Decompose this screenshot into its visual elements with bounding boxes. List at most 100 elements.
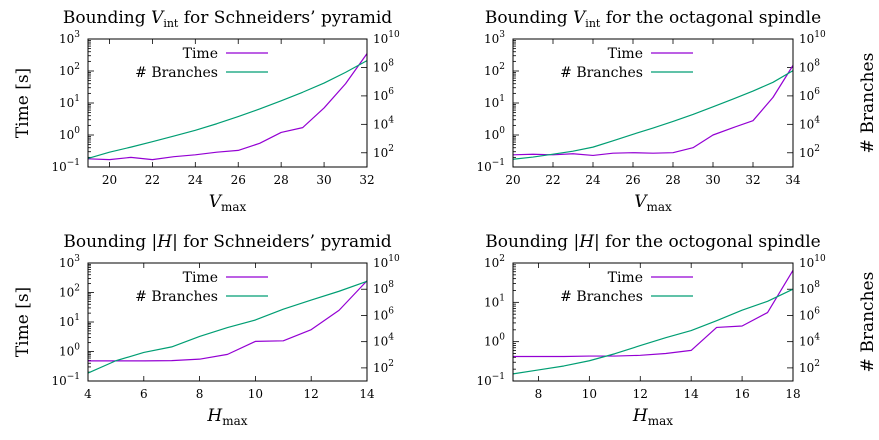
legend-label: # Branches — [560, 65, 643, 81]
x-tick-label: 16 — [734, 387, 749, 401]
series-line-branches — [87, 280, 368, 374]
chart-title: Bounding |H| for Schneiders’ pyramid — [63, 232, 391, 252]
y2-tick-label: 102 — [373, 144, 394, 160]
y-tick-label: 101 — [59, 94, 80, 110]
y-tick-label: 101 — [484, 293, 505, 309]
x-tick-label: 24 — [188, 173, 204, 187]
y2-tick-label: 104 — [373, 115, 394, 131]
series-line-branches — [87, 60, 368, 160]
x-tick-label: 22 — [145, 173, 160, 187]
y-axis-label: Time [s] — [13, 68, 33, 138]
y2-tick-label: 104 — [799, 333, 820, 349]
x-axis-label: Hmax — [206, 406, 247, 428]
y2-tick-label: 106 — [799, 87, 820, 103]
plot-frame — [87, 262, 368, 382]
y2-tick-label: 102 — [373, 359, 394, 375]
x-axis-label: Vmax — [209, 192, 247, 214]
x-tick-label: 12 — [633, 387, 648, 401]
y2-axis-label: # Branches — [858, 272, 878, 373]
y-tick-label: 103 — [59, 254, 80, 270]
plot-frame — [87, 38, 368, 168]
chart-title: Bounding |H| for the octogonal spindle — [485, 232, 820, 252]
chart-panel-2: Bounding Vint for the octagonal spindle 2… — [476, 8, 878, 214]
y2-tick-label: 104 — [799, 115, 820, 131]
y-tick-label: 100 — [59, 126, 80, 142]
y2-tick-label: 108 — [799, 280, 820, 296]
y2-tick-label: 1010 — [373, 30, 400, 46]
x-tick-label: 32 — [745, 173, 760, 187]
x-tick-label: 26 — [625, 173, 640, 187]
y-tick-label: 10−1 — [51, 372, 80, 388]
y2-axis-label: # Branches — [858, 53, 878, 154]
x-tick-label: 8 — [196, 387, 204, 401]
y-tick-label: 102 — [59, 284, 80, 300]
x-tick-label: 10 — [582, 387, 597, 401]
chart-title: Bounding Vint for the octagonal spindle — [485, 8, 821, 30]
series-line-time — [88, 280, 368, 362]
y2-tick-label: 108 — [373, 280, 394, 296]
series-line-time — [513, 270, 794, 358]
y2-tick-label: 1010 — [799, 254, 826, 270]
x-tick-label: 20 — [505, 173, 520, 187]
chart-panel-1: Bounding Vint for Schneiders’ pyramid 20 2… — [13, 8, 400, 214]
y-tick-label: 100 — [484, 126, 505, 142]
x-tick-label: 14 — [359, 387, 375, 401]
chart-panel-4: Bounding |H| for the octogonal spindle 8 1… — [476, 232, 878, 428]
x-tick-label: 34 — [785, 173, 801, 187]
series-line-time — [87, 53, 368, 161]
x-axis-label: Hmax — [632, 406, 673, 428]
x-tick-label: 24 — [585, 173, 601, 187]
y-tick-label: 10−1 — [51, 158, 80, 174]
chart-title: Bounding Vint for Schneiders’ pyramid — [63, 8, 392, 30]
x-tick-label: 30 — [316, 173, 331, 187]
y2-tick-label: 1010 — [373, 254, 400, 270]
x-tick-label: 28 — [665, 173, 680, 187]
x-tick-label: 10 — [248, 387, 263, 401]
y-tick-label: 101 — [484, 94, 505, 110]
y-tick-label: 100 — [484, 333, 505, 349]
x-tick-label: 6 — [140, 387, 148, 401]
y2-tick-label: 108 — [373, 58, 394, 74]
legend-label: # Branches — [560, 289, 643, 305]
legend-label: # Branches — [135, 289, 218, 305]
y2-tick-label: 102 — [799, 359, 820, 375]
y2-tick-label: 104 — [373, 333, 394, 349]
x-tick-label: 14 — [684, 387, 700, 401]
y-tick-label: 102 — [484, 62, 505, 78]
y-tick-label: 102 — [59, 62, 80, 78]
chart-panel-3: Bounding |H| for Schneiders’ pyramid 4 6 8 1… — [13, 232, 400, 428]
series-line-branches — [512, 288, 794, 375]
y-tick-label: 103 — [484, 30, 505, 46]
y-tick-label: 101 — [59, 313, 80, 329]
x-tick-label: 32 — [359, 173, 374, 187]
y-axis-label: Time [s] — [13, 287, 33, 357]
legend-label: Time — [183, 270, 218, 286]
y2-tick-label: 106 — [373, 306, 394, 322]
legend-label: # Branches — [135, 65, 218, 81]
plot-frame — [512, 38, 794, 168]
x-tick-label: 30 — [705, 173, 720, 187]
y2-tick-label: 106 — [799, 306, 820, 322]
y-tick-label: 10−1 — [476, 158, 505, 174]
y2-tick-label: 108 — [799, 58, 820, 74]
y-tick-label: 102 — [484, 254, 505, 270]
x-tick-label: 28 — [274, 173, 289, 187]
x-tick-label: 22 — [545, 173, 560, 187]
y2-tick-label: 1010 — [799, 30, 826, 46]
y-tick-label: 10−1 — [476, 372, 505, 388]
y2-tick-label: 102 — [799, 144, 820, 160]
legend-label: Time — [183, 46, 218, 62]
x-tick-label: 4 — [84, 387, 92, 401]
x-tick-label: 26 — [231, 173, 246, 187]
y-tick-label: 103 — [59, 30, 80, 46]
y2-tick-label: 106 — [373, 87, 394, 103]
plot-frame — [512, 262, 794, 382]
x-tick-label: 12 — [304, 387, 319, 401]
legend-label: Time — [608, 270, 643, 286]
series-line-branches — [512, 70, 794, 160]
x-axis-label: Vmax — [634, 192, 672, 214]
legend-label: Time — [608, 46, 643, 62]
x-tick-label: 20 — [102, 173, 117, 187]
x-tick-label: 18 — [785, 387, 800, 401]
